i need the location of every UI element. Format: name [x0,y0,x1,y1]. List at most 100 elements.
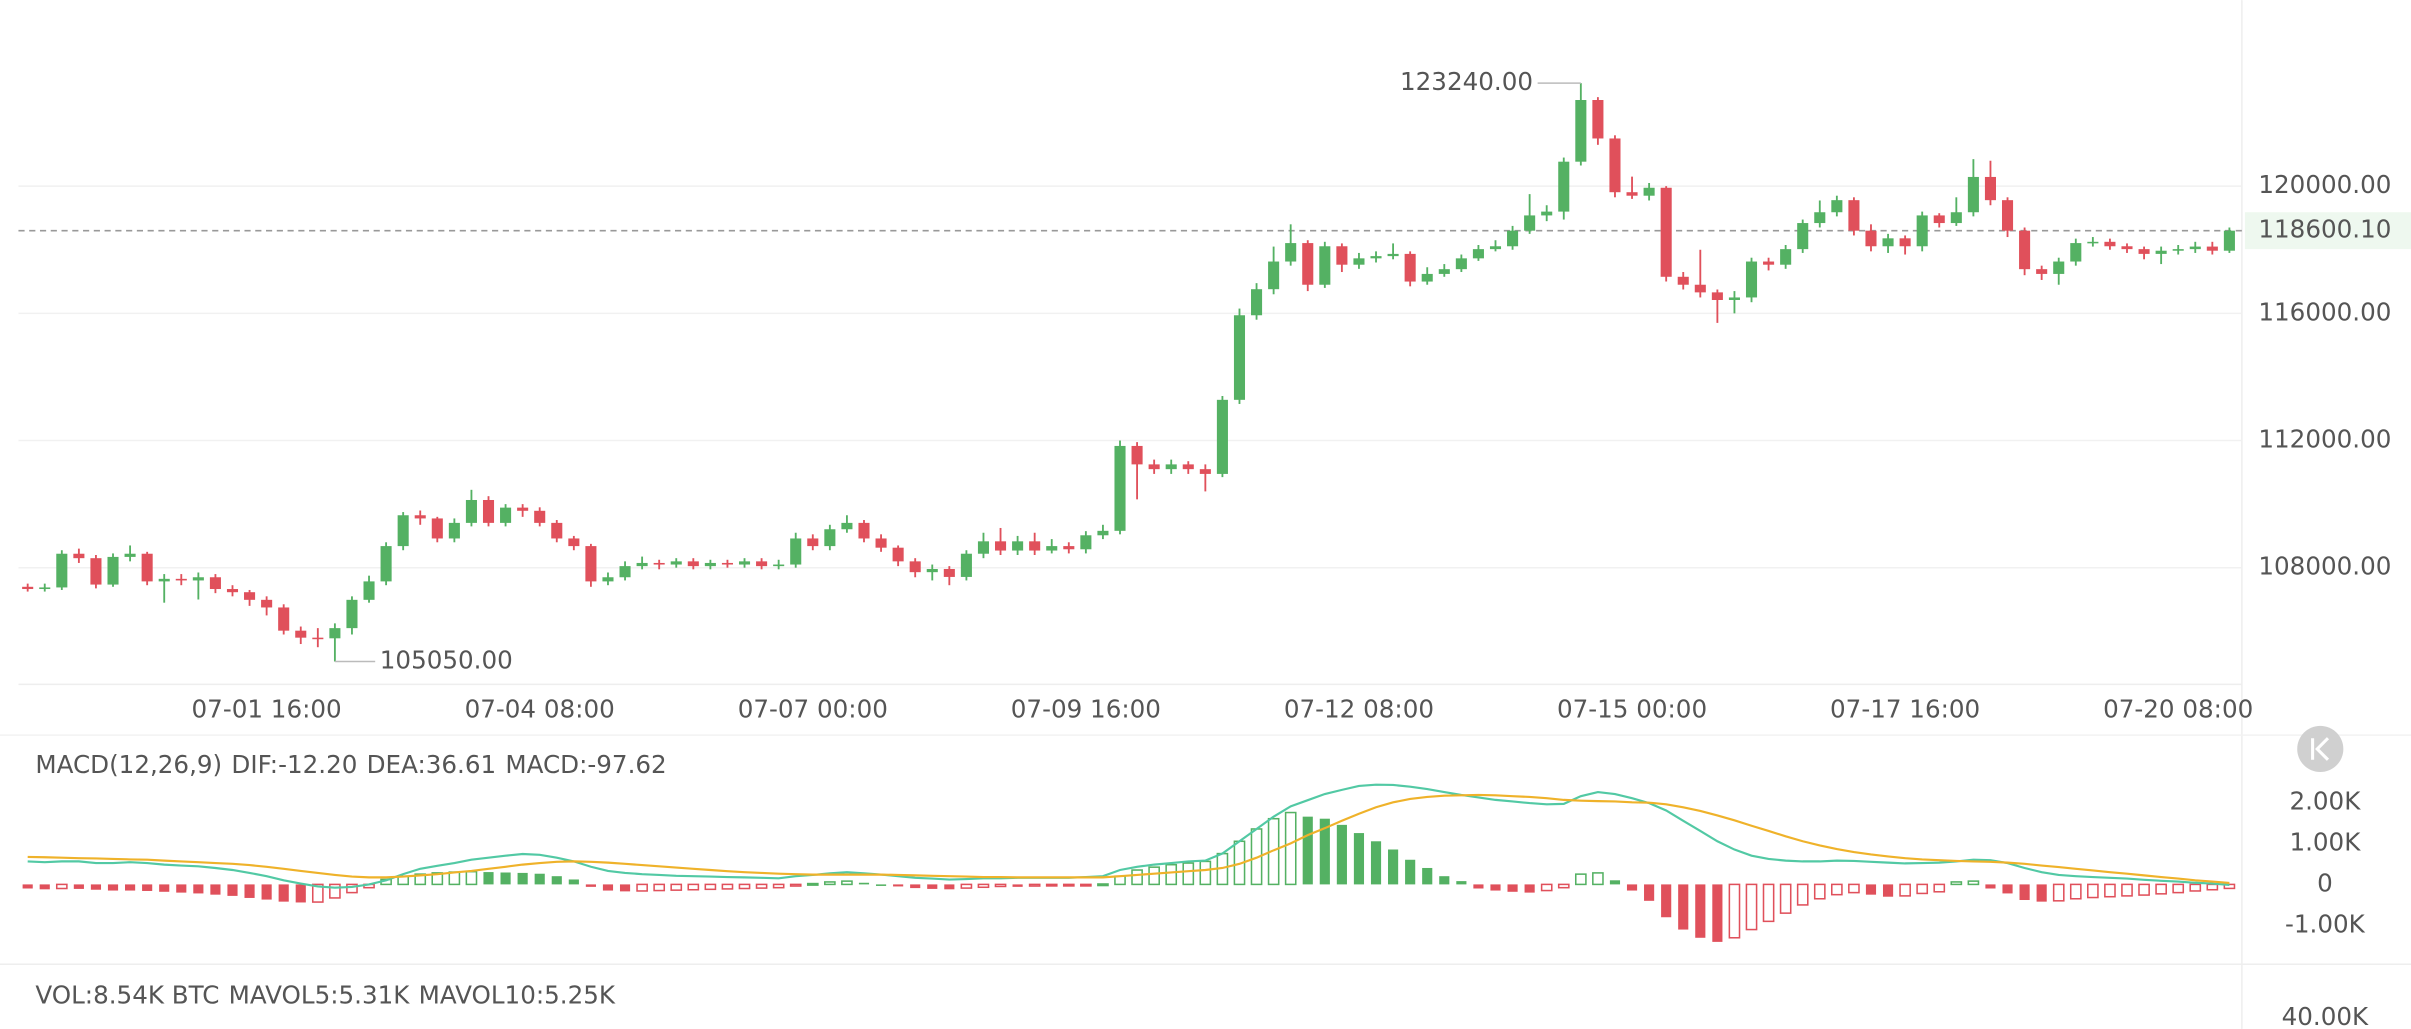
macd-bar [721,883,734,890]
candle-body [1165,464,1177,470]
candle-body [278,607,290,631]
candle-body [2019,230,2031,270]
macd-bar [107,884,119,891]
candle-body [807,538,819,547]
macd-bar [1574,873,1587,886]
macd-bar [465,870,478,886]
candle-body [175,578,187,581]
macd-bar [2019,884,2030,901]
macd-bar [1865,884,1877,895]
macd-bar [2069,883,2082,900]
x-tick-label: 07-15 00:00 [1557,695,1707,724]
last-price-box [2244,212,2411,250]
x-tick-label: 07-01 16:00 [192,695,342,724]
candle-body [1728,297,1740,300]
candle-body [2121,246,2133,250]
candle-body [1302,243,1314,285]
macd-bar [841,880,853,886]
x-tick-label: 07-04 08:00 [465,695,615,724]
candle-body [1114,445,1126,531]
macd-bar [2155,883,2167,895]
macd-bar [1353,833,1365,885]
candle-body [90,558,102,585]
candle-body [704,562,716,567]
macd-bar [893,884,904,887]
macd-bar [1439,876,1450,885]
candle-body [482,499,495,523]
macd-bar [1745,883,1758,931]
candle-body [994,541,1007,551]
macd-bar [977,883,990,889]
macd-bar [1097,883,1109,887]
candle-body [346,599,358,629]
candle-body [1472,249,1484,259]
candle-body [1489,246,1502,250]
macd-bar [755,883,768,889]
macd-bar [125,884,136,891]
candle-body [1780,249,1792,265]
candle-body [22,586,34,590]
candle-body [1916,215,1928,247]
candle-body [1677,276,1689,285]
macd-bar [1609,880,1621,885]
macd-bar [534,873,545,885]
candle-body [568,538,580,547]
candle-body [363,581,375,600]
candle-body [124,553,136,557]
macd-bar [227,884,238,896]
macd-bar [602,884,614,891]
candle-body [1199,469,1211,474]
macd-bar [210,884,221,895]
macd-bar [806,882,819,886]
candle-body [534,510,546,523]
candle-body [465,499,477,523]
candle-body [773,564,785,567]
candle-body [1899,238,1911,247]
macd-bar [636,883,648,892]
candle-body [2138,249,2150,254]
macd-bar [1507,884,1518,892]
candle-body [875,538,887,548]
macd-bar [1882,884,1894,897]
candle-body [824,529,836,547]
candle-body [244,592,256,600]
y-tick-label: 2.00K [2289,786,2361,815]
macd-bar [1985,884,1996,889]
candle-body [1865,230,1877,247]
macd-bar [994,883,1007,888]
macd-bar [1388,849,1399,885]
candle-body [1984,176,1996,201]
macd-bar [1626,884,1638,891]
macd-line [27,783,2230,889]
candle-body [841,522,853,530]
candle-body [790,538,802,565]
macd-bar [1131,869,1143,886]
collapse-button[interactable] [2297,725,2344,773]
macd-bar [1712,884,1723,942]
candle-body [2053,261,2065,274]
candle-body [1233,315,1246,400]
macd-bar [1796,883,1809,906]
candle-body [858,522,870,539]
macd-bar [687,883,700,891]
candle-body [551,522,563,539]
macd-bar [295,884,306,903]
button-icon [2311,737,2330,761]
y-tick-label: 112000.00 [2258,425,2391,454]
low-label: 105050.00 [380,646,513,675]
macd-bar [1831,883,1843,896]
macd-bar [1848,883,1860,894]
legend-entry: MACD(12,26,9) [35,750,222,779]
candle-body [1882,238,1894,247]
candle-body [1507,230,1519,247]
candle-body [1046,546,1058,551]
macd-bar [1524,884,1535,893]
macd-bar [1728,883,1741,939]
candle-body [1711,292,1723,300]
candle-body [1216,399,1228,474]
candle-body [1370,256,1382,259]
candle-body [1643,187,1655,196]
candle-body [39,587,51,590]
candle-body [2189,246,2201,250]
